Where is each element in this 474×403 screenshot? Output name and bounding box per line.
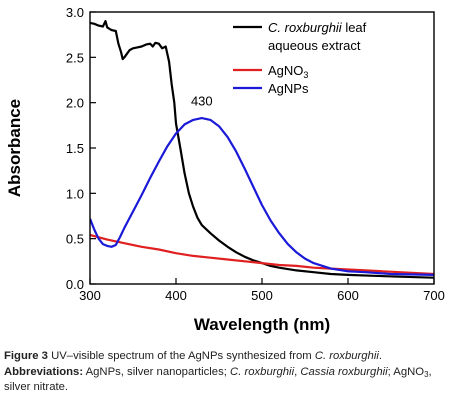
legend-label-agnps: AgNPs bbox=[268, 81, 309, 96]
abbr-text: , bbox=[294, 365, 301, 378]
caption-line-2: Abbreviations: AgNPs, silver nanoparticl… bbox=[4, 365, 472, 381]
caption-line-1: Figure 3 UV–visible spectrum of the AgNP… bbox=[4, 349, 472, 365]
series-line-agno3 bbox=[90, 233, 434, 276]
abbr-subscript: 3 bbox=[424, 369, 429, 379]
y-tick-label: 2.5 bbox=[66, 50, 84, 65]
series-line-agnps bbox=[90, 117, 434, 276]
caption-text: UV–visible spectrum of the AgNPs synthes… bbox=[47, 350, 315, 362]
legend-label-agno3: AgNO3 bbox=[268, 63, 308, 80]
y-tick-label: 2.0 bbox=[66, 96, 84, 111]
x-tick-label: 300 bbox=[79, 288, 101, 303]
y-tick-label: 1.5 bbox=[66, 141, 84, 156]
plot-frame bbox=[89, 11, 435, 285]
legend-label-extract-line2: aqueous extract bbox=[268, 38, 361, 53]
caption-period: . bbox=[378, 350, 382, 362]
caption-species: C. roxburghii bbox=[314, 350, 379, 362]
y-tick-label: 1.0 bbox=[66, 186, 84, 201]
peak-annotation: 430 bbox=[191, 93, 213, 108]
y-tick-label: 3.0 bbox=[66, 5, 84, 20]
x-tick-label: 500 bbox=[251, 288, 273, 303]
x-tick-label: 400 bbox=[165, 288, 187, 303]
abbr-text: , bbox=[428, 365, 432, 378]
abbr-species-full: Cassia roxburghii bbox=[300, 365, 388, 378]
abbr-text: AgNPs, silver nanoparticles; bbox=[83, 365, 231, 378]
abbreviations-label: Abbreviations: bbox=[4, 365, 84, 378]
y-axis-label: Absorbance bbox=[5, 99, 24, 197]
legend: C. roxburghii leaf aqueous extract AgNO3… bbox=[233, 20, 367, 96]
x-axis-label: Wavelength (nm) bbox=[194, 315, 330, 334]
y-tick-label: 0.0 bbox=[66, 277, 84, 292]
plot-area bbox=[89, 11, 435, 285]
abbr-text: silver nitrate. bbox=[4, 381, 69, 393]
series-line-extract bbox=[90, 20, 434, 279]
uv-vis-chart: 300 400 500 600 700 0.0 0.5 1.0 1.5 2.0 2.5 3.0 Abs… bbox=[5, 5, 445, 334]
figure-label: Figure 3 bbox=[4, 350, 48, 362]
x-tick-label: 700 bbox=[423, 288, 445, 303]
y-tick-label: 0.5 bbox=[66, 232, 84, 247]
abbr-species-short: C. roxburghii bbox=[230, 365, 295, 378]
legend-label-extract: C. roxburghii leaf bbox=[268, 20, 367, 35]
abbr-text: ; AgNO bbox=[387, 365, 425, 378]
caption-line-3: silver nitrate. bbox=[4, 380, 472, 396]
figure-caption: Figure 3 UV–visible spectrum of the AgNP… bbox=[4, 349, 472, 396]
x-tick-label: 600 bbox=[337, 288, 359, 303]
